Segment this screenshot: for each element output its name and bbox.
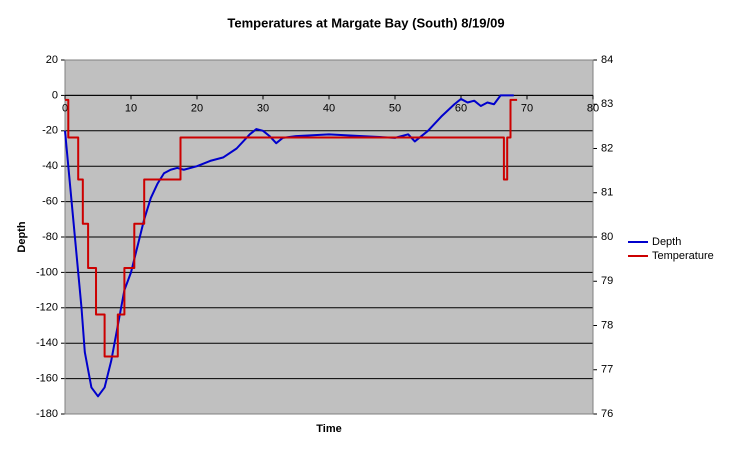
- y2-tick-label: 80: [601, 231, 613, 243]
- y-tick-label: -100: [36, 266, 58, 278]
- x-tick-label: 10: [125, 102, 137, 114]
- plot-border: [64, 59, 594, 415]
- x-tick-label: 20: [191, 102, 203, 114]
- x-axis-title: Time: [316, 423, 341, 435]
- x-tick-label: 60: [455, 102, 467, 114]
- y2-tick-label: 82: [601, 142, 613, 154]
- x-tick-label: 80: [587, 102, 599, 114]
- legend-label: Depth: [652, 236, 681, 248]
- y-tick-label: -20: [42, 125, 58, 137]
- y-tick-label: -120: [36, 302, 58, 314]
- y-tick-label: 20: [46, 54, 58, 66]
- y2-tick-label: 81: [601, 187, 613, 199]
- y-tick-label: -60: [42, 196, 58, 208]
- y-tick-label: -180: [36, 408, 58, 420]
- y-axis-title: Depth: [16, 221, 28, 252]
- y2-tick-label: 83: [601, 98, 613, 110]
- x-tick-label: 50: [389, 102, 401, 114]
- series-line: [64, 94, 514, 398]
- y2-tick-label: 79: [601, 275, 613, 287]
- y2-tick-label: 76: [601, 408, 613, 420]
- y-tick-label: -140: [36, 337, 58, 349]
- y-tick-label: -160: [36, 373, 58, 385]
- chart-title: Temperatures at Margate Bay (South) 8/19…: [227, 15, 504, 30]
- y2-tick-label: 78: [601, 319, 613, 331]
- y-tick-label: 0: [52, 89, 58, 101]
- legend-label: Temperature: [652, 250, 714, 262]
- x-tick-label: 40: [323, 102, 335, 114]
- x-tick-label: 0: [62, 102, 68, 114]
- y2-tick-label: 77: [601, 364, 613, 376]
- x-tick-label: 70: [521, 102, 533, 114]
- y-tick-label: -40: [42, 160, 58, 172]
- y-tick-label: -80: [42, 231, 58, 243]
- x-tick-label: 30: [257, 102, 269, 114]
- y2-tick-label: 84: [601, 54, 613, 66]
- series-line: [65, 98, 518, 358]
